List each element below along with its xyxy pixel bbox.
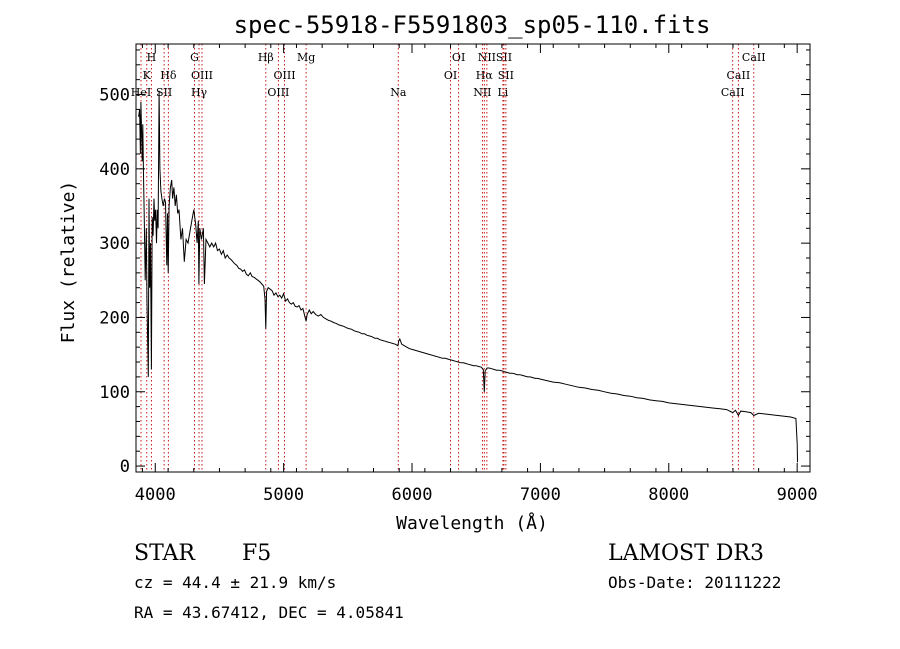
spectral-line-label: OIII: [274, 69, 296, 82]
spectral-line-label: NII: [478, 51, 496, 64]
survey-name: LAMOST DR3: [608, 541, 764, 566]
obs-date: Obs-Date: 20111222: [608, 573, 781, 592]
object-subclass: F5: [242, 541, 271, 566]
spectral-line-label: CaII: [727, 69, 751, 82]
y-tick-label: 200: [99, 308, 130, 328]
x-tick-label: 8000: [648, 485, 689, 505]
x-tick-label: 6000: [392, 485, 433, 505]
spectral-line-label: Li: [497, 86, 508, 99]
spectral-line-label: HeI: [131, 86, 151, 99]
axis-ticks: 4000 5000 6000 7000 8000 9000 0 100 200 300 400 500: [99, 44, 818, 505]
y-tick-label: 400: [99, 160, 130, 180]
spectral-line-label: Hβ: [258, 51, 274, 64]
spectral-line-label: Hα: [476, 69, 494, 82]
spectral-line-label: Na: [390, 86, 407, 99]
spectral-line-label: OI: [452, 51, 465, 64]
spectral-line-label: Hγ: [191, 86, 208, 99]
y-tick-label: 0: [120, 457, 130, 477]
x-tick-label: 4000: [135, 485, 176, 505]
spectral-line-label: Mg: [297, 51, 315, 64]
spectral-line-label: NII: [473, 86, 491, 99]
x-tick-label: 5000: [263, 485, 304, 505]
spectral-line-label: SII: [496, 51, 512, 64]
y-tick-label: 500: [99, 86, 130, 106]
spectral-line-label: OIII: [267, 86, 289, 99]
spectral-line-label: OIII: [191, 69, 213, 82]
chart-title: spec-55918-F5591803_sp05-110.fits: [234, 11, 711, 39]
y-tick-label: 100: [99, 383, 130, 403]
spectral-line-label: OI: [444, 69, 457, 82]
x-tick-label: 9000: [777, 485, 818, 505]
spectral-line-label: SII: [498, 69, 514, 82]
spectral-line-label: Hδ: [160, 69, 177, 82]
x-axis-label: Wavelength (Å): [396, 512, 548, 534]
redshift-readout: cz = 44.4 ± 21.9 km/s: [134, 573, 336, 592]
y-tick-label: 300: [99, 234, 130, 254]
spectral-line-label: H: [147, 51, 157, 64]
spectral-line-label: CaII: [721, 86, 745, 99]
y-axis-label: Flux (relative): [58, 181, 79, 344]
spectral-line-label: SII: [156, 86, 172, 99]
coordinates: RA = 43.67412, DEC = 4.05841: [134, 603, 404, 622]
spectral-line-label: G: [190, 51, 199, 64]
spectral-line-label: CaII: [742, 51, 766, 64]
x-tick-label: 7000: [520, 485, 561, 505]
object-class: STAR: [134, 541, 196, 566]
spectral-line-label: K: [143, 69, 152, 82]
flux-series-line: [138, 90, 798, 463]
